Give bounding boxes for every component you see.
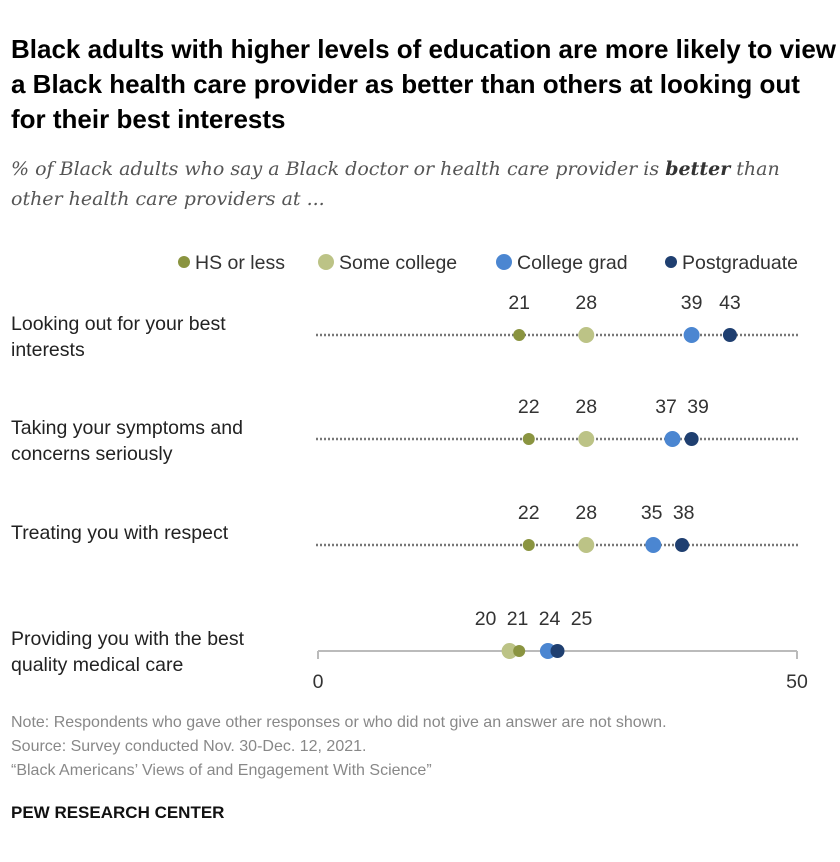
data-point xyxy=(522,539,535,551)
notes: Note: Respondents who gave other respons… xyxy=(11,711,837,783)
subtitle-text: % of Black adults who say a Black doctor… xyxy=(11,158,666,180)
legend-marker xyxy=(496,254,512,270)
data-label: 37 xyxy=(655,396,677,418)
row-label: Providing you with the best quality medic… xyxy=(11,628,245,676)
legend-label: Some college xyxy=(339,252,457,274)
data-label: 35 xyxy=(641,502,663,524)
data-point xyxy=(675,538,690,552)
data-point xyxy=(645,537,662,553)
data-label: 22 xyxy=(518,502,540,524)
data-point xyxy=(513,329,526,341)
row-label: Treating you with respect xyxy=(11,522,229,544)
data-point xyxy=(578,431,595,447)
legend-label: College grad xyxy=(517,252,628,274)
legend-marker xyxy=(318,254,334,270)
data-point xyxy=(578,537,595,553)
chart-subtitle: % of Black adults who say a Black doctor… xyxy=(11,154,837,214)
subtitle-text-end: than other health care providers at ... xyxy=(11,158,780,210)
report-title: “Black Americans’ Views of and Engagemen… xyxy=(11,762,432,779)
footer: Note: Respondents who gave other respons… xyxy=(11,711,837,823)
data-point xyxy=(664,431,681,447)
data-point xyxy=(683,327,700,343)
data-label: 43 xyxy=(719,292,741,314)
data-point xyxy=(522,433,535,445)
legend-marker xyxy=(665,256,677,268)
data-label: 22 xyxy=(518,396,540,418)
row-label: Looking out for your best interests xyxy=(11,313,226,361)
data-label: 39 xyxy=(681,292,703,314)
data-point xyxy=(550,644,565,658)
subtitle-emphasis: better xyxy=(665,158,731,180)
source: Source: Survey conducted Nov. 30-Dec. 12… xyxy=(11,738,367,755)
row-label: Taking your symptoms and concerns serious… xyxy=(11,417,243,465)
data-label: 24 xyxy=(539,608,561,630)
x-tick-label: 50 xyxy=(786,671,808,693)
note: Note: Respondents who gave other respons… xyxy=(11,714,667,731)
data-point xyxy=(513,645,526,657)
data-label: 39 xyxy=(687,396,709,418)
data-label: 25 xyxy=(571,608,593,630)
chart-title: Black adults with higher levels of educa… xyxy=(11,34,837,134)
data-point xyxy=(722,328,737,342)
brand-logo: PEW RESEARCH CENTER xyxy=(11,803,225,822)
data-label: 28 xyxy=(575,502,597,524)
data-label: 38 xyxy=(673,502,695,524)
data-label: 21 xyxy=(507,608,529,630)
data-label: 21 xyxy=(508,292,530,314)
data-point xyxy=(501,643,518,659)
data-label: 28 xyxy=(575,292,597,314)
x-tick-label: 0 xyxy=(313,671,324,693)
legend-label: HS or less xyxy=(195,252,285,274)
data-label: 28 xyxy=(575,396,597,418)
legend-label: Postgraduate xyxy=(682,252,798,274)
data-point xyxy=(684,432,699,446)
data-label: 20 xyxy=(475,608,497,630)
chart-header: Black adults with higher levels of educa… xyxy=(11,32,837,214)
data-point xyxy=(578,327,595,343)
legend-marker xyxy=(178,256,190,268)
